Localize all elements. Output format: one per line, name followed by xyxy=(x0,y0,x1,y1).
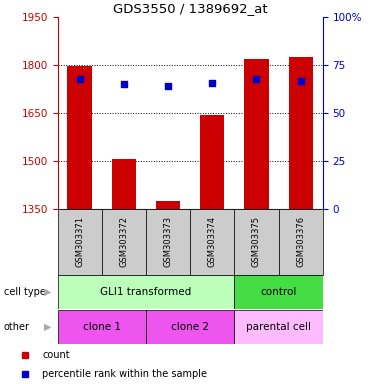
Bar xyxy=(190,209,234,275)
Text: other: other xyxy=(4,322,30,332)
Bar xyxy=(289,57,313,209)
Text: cell type: cell type xyxy=(4,287,46,297)
Bar xyxy=(146,310,234,344)
Bar xyxy=(234,275,323,309)
Bar xyxy=(234,209,279,275)
Point xyxy=(253,76,259,82)
Point xyxy=(121,81,127,88)
Bar xyxy=(156,201,180,209)
Bar xyxy=(68,66,92,209)
Text: percentile rank within the sample: percentile rank within the sample xyxy=(42,369,207,379)
Text: clone 2: clone 2 xyxy=(171,322,209,332)
Text: parental cell: parental cell xyxy=(246,322,311,332)
Text: GSM303376: GSM303376 xyxy=(296,216,305,268)
Text: clone 1: clone 1 xyxy=(83,322,121,332)
Bar xyxy=(279,209,323,275)
Point xyxy=(209,79,215,86)
Bar xyxy=(58,310,146,344)
Bar xyxy=(244,59,269,209)
Text: GSM303373: GSM303373 xyxy=(164,216,173,268)
Text: ▶: ▶ xyxy=(44,287,51,297)
Text: GSM303372: GSM303372 xyxy=(119,217,128,267)
Bar xyxy=(112,159,136,209)
Text: control: control xyxy=(260,287,297,297)
Text: GLI1 transformed: GLI1 transformed xyxy=(100,287,191,297)
Title: GDS3550 / 1389692_at: GDS3550 / 1389692_at xyxy=(113,2,267,15)
Bar xyxy=(58,275,234,309)
Bar xyxy=(146,209,190,275)
Bar xyxy=(58,209,102,275)
Bar xyxy=(102,209,146,275)
Text: GSM303371: GSM303371 xyxy=(75,217,84,267)
Bar xyxy=(200,115,224,209)
Text: ▶: ▶ xyxy=(44,322,51,332)
Bar xyxy=(234,310,323,344)
Point xyxy=(77,76,83,82)
Text: GSM303374: GSM303374 xyxy=(208,217,217,267)
Text: count: count xyxy=(42,350,70,360)
Point xyxy=(298,78,303,84)
Text: GSM303375: GSM303375 xyxy=(252,217,261,267)
Point xyxy=(165,83,171,89)
